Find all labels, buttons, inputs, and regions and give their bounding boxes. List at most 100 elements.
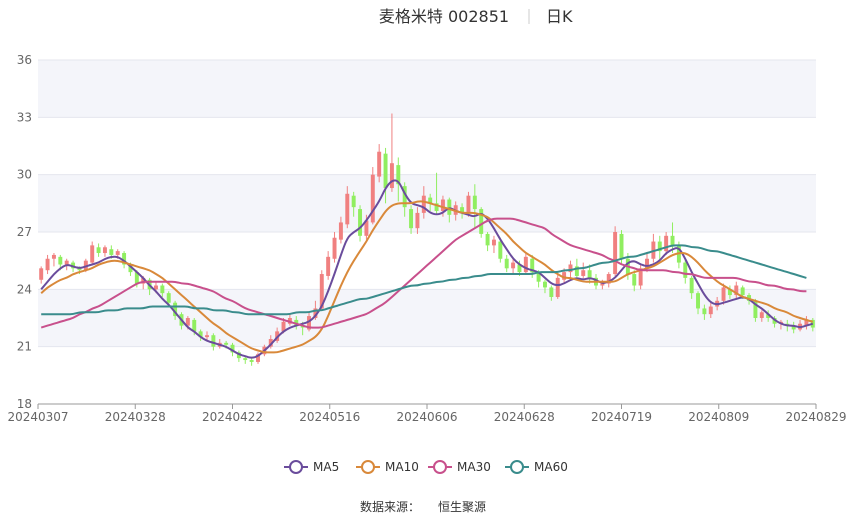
candle-body: [58, 256, 63, 265]
candle-body: [173, 302, 178, 317]
legend-item-ma30[interactable]: MA30: [428, 460, 491, 474]
candle-body: [555, 277, 560, 297]
chart-title-group: 麦格米特 002851 日K: [379, 7, 573, 26]
candle-body: [657, 241, 662, 252]
candle-body: [39, 268, 44, 280]
candle-body: [479, 209, 484, 234]
candle-body: [574, 266, 579, 276]
candle-body: [338, 222, 343, 240]
candle-body: [211, 335, 216, 347]
legend-item-ma5[interactable]: MA5: [284, 460, 339, 474]
candle-up: [664, 232, 669, 255]
legend-item-ma60[interactable]: MA60: [505, 460, 568, 474]
candle-body: [402, 186, 407, 208]
candle-up: [345, 186, 350, 229]
candle-body: [428, 197, 433, 204]
candle-up: [734, 281, 739, 299]
legend-label: MA5: [313, 460, 339, 474]
candle-down: [96, 243, 101, 257]
candle-body: [319, 274, 324, 309]
candle-down: [160, 283, 165, 297]
candle-body: [332, 237, 337, 259]
candle-body: [664, 235, 669, 252]
candle-down: [434, 172, 439, 215]
candle-up: [90, 241, 95, 265]
candle-body: [523, 256, 528, 273]
candle-body: [498, 241, 503, 259]
candle-body: [166, 293, 171, 303]
candle-body: [90, 245, 95, 263]
candle-body: [377, 151, 382, 177]
candle-up: [338, 216, 343, 244]
candle-down: [236, 350, 241, 362]
candle-up: [268, 335, 273, 349]
candle-up: [102, 245, 107, 257]
candle-down: [549, 285, 554, 301]
candle-body: [804, 319, 809, 326]
source-label: 数据来源：: [360, 499, 420, 514]
candle-down: [479, 207, 484, 238]
candle-body: [364, 220, 369, 236]
candle-down: [402, 182, 407, 217]
legend-marker: [361, 460, 375, 474]
candle-down: [460, 203, 465, 219]
candle-up: [721, 283, 726, 305]
candle-up: [51, 253, 56, 267]
x-tick-label: 20240422: [202, 410, 263, 424]
candle-body: [734, 285, 739, 296]
candle-body: [77, 268, 82, 271]
chart-legend[interactable]: MA5 MA10 MA30 MA60: [284, 460, 568, 474]
legend-marker: [510, 460, 524, 474]
candle-body: [205, 335, 209, 338]
candle-body: [122, 253, 127, 265]
candle-up: [491, 235, 496, 254]
candle-body: [256, 354, 260, 362]
candle-body: [440, 199, 445, 211]
candle-down: [683, 258, 688, 284]
x-tick-label: 20240606: [396, 410, 457, 424]
candle-up: [389, 113, 394, 192]
candle-body: [434, 203, 439, 211]
candle-body: [153, 285, 158, 290]
candle-body: [198, 331, 203, 338]
candle-up: [759, 310, 764, 322]
candle-down: [727, 285, 732, 299]
candle-body: [562, 272, 567, 280]
candle-body: [102, 247, 107, 254]
candle-up: [370, 167, 375, 225]
candle-body: [358, 209, 363, 236]
candle-body: [370, 174, 375, 223]
candle-down: [409, 205, 414, 234]
candle-body: [549, 287, 554, 297]
candle-up: [205, 331, 209, 341]
candle-down: [542, 279, 547, 294]
candle-up: [256, 352, 260, 364]
candle-body: [568, 264, 573, 273]
candle-body: [511, 262, 516, 269]
moving-average-lines: [40, 179, 814, 359]
candle-body: [504, 258, 509, 269]
candle-body: [542, 281, 547, 288]
candle-body: [670, 235, 675, 246]
candle-body: [791, 325, 796, 330]
candle-body: [759, 312, 764, 318]
candle-body: [313, 308, 318, 318]
legend-item-ma10[interactable]: MA10: [356, 460, 419, 474]
ma-line-ma60: [41, 244, 807, 316]
candle-body: [645, 258, 649, 269]
ma-line-ma30: [40, 217, 807, 329]
candle-body: [753, 300, 758, 318]
y-tick-label: 30: [17, 168, 32, 182]
candle-body: [141, 277, 146, 284]
legend-label: MA60: [534, 460, 568, 474]
candle-body: [134, 272, 139, 284]
x-tick-label: 20240719: [591, 410, 652, 424]
candle-up: [326, 251, 331, 280]
candle-down: [504, 254, 509, 273]
candle-body: [243, 358, 248, 361]
candle-down: [243, 356, 248, 364]
candle-body: [415, 212, 420, 229]
candle-body: [460, 207, 465, 213]
candle-up: [651, 233, 656, 263]
legend-marker: [289, 460, 303, 474]
